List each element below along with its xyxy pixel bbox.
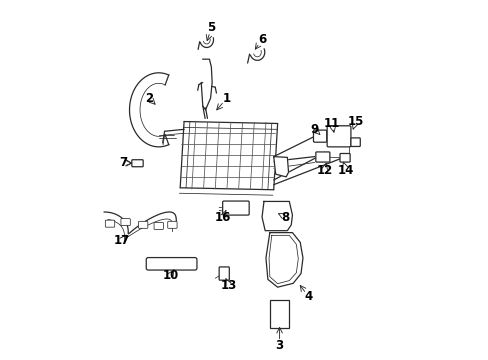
FancyBboxPatch shape bbox=[313, 130, 326, 142]
Text: 17: 17 bbox=[113, 234, 130, 247]
FancyBboxPatch shape bbox=[326, 126, 350, 147]
Polygon shape bbox=[262, 202, 292, 231]
FancyBboxPatch shape bbox=[138, 221, 147, 228]
FancyBboxPatch shape bbox=[132, 160, 143, 167]
FancyBboxPatch shape bbox=[219, 267, 229, 280]
Text: 8: 8 bbox=[281, 211, 289, 224]
Text: 13: 13 bbox=[220, 279, 237, 292]
Text: 14: 14 bbox=[337, 164, 353, 177]
Polygon shape bbox=[265, 233, 303, 287]
Text: 2: 2 bbox=[144, 92, 153, 105]
Text: 9: 9 bbox=[310, 123, 318, 136]
FancyBboxPatch shape bbox=[222, 201, 249, 215]
Text: 15: 15 bbox=[346, 115, 363, 128]
Text: 5: 5 bbox=[207, 22, 215, 35]
Text: 12: 12 bbox=[316, 164, 332, 177]
FancyBboxPatch shape bbox=[350, 138, 360, 147]
FancyBboxPatch shape bbox=[105, 220, 115, 227]
Text: 1: 1 bbox=[223, 92, 230, 105]
FancyBboxPatch shape bbox=[121, 219, 130, 226]
Polygon shape bbox=[273, 157, 288, 177]
Text: 7: 7 bbox=[120, 156, 127, 169]
FancyBboxPatch shape bbox=[154, 222, 163, 230]
FancyBboxPatch shape bbox=[269, 300, 289, 328]
FancyBboxPatch shape bbox=[315, 152, 329, 162]
Text: 16: 16 bbox=[214, 211, 231, 224]
FancyBboxPatch shape bbox=[339, 153, 349, 162]
FancyBboxPatch shape bbox=[146, 257, 197, 270]
Text: 6: 6 bbox=[257, 33, 265, 46]
Text: 3: 3 bbox=[275, 339, 283, 352]
Text: 10: 10 bbox=[162, 269, 178, 282]
FancyBboxPatch shape bbox=[167, 221, 177, 228]
Text: 11: 11 bbox=[324, 117, 340, 130]
Text: 4: 4 bbox=[304, 291, 312, 303]
